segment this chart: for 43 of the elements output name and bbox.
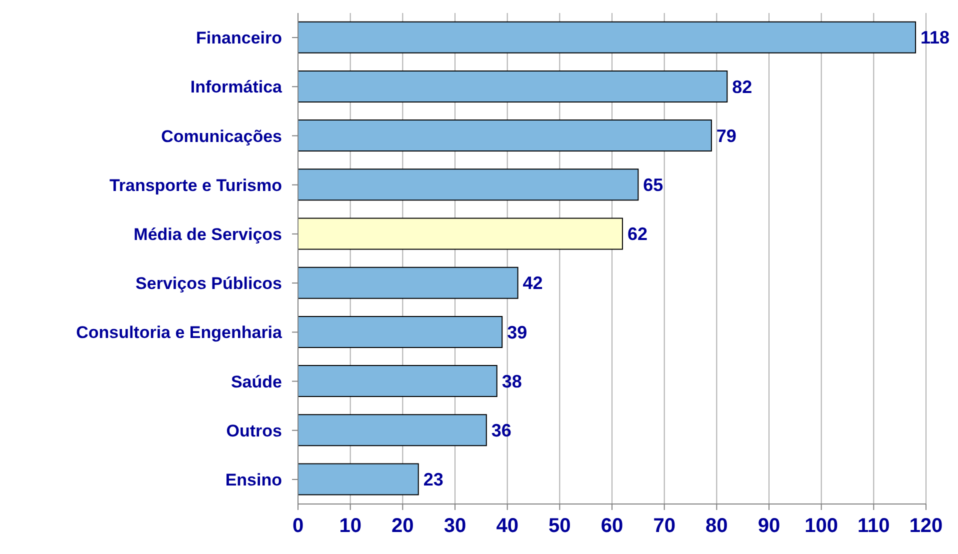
x-tick-label: 80 <box>706 515 728 538</box>
data-label: 39 <box>507 322 528 342</box>
data-label: 42 <box>522 273 543 294</box>
y-tick-label: Média de Serviços <box>134 224 282 244</box>
x-tick-label: 120 <box>909 515 943 538</box>
data-label: 82 <box>732 76 752 97</box>
x-tick-label: 10 <box>339 515 362 538</box>
data-label: 62 <box>627 224 648 244</box>
bar <box>298 168 639 201</box>
x-tick-label: 0 <box>292 515 304 538</box>
x-tick-label: 90 <box>758 515 780 538</box>
y-tick-label: Outros <box>226 421 282 440</box>
bar <box>298 365 498 398</box>
bar <box>298 120 712 152</box>
x-tick-label: 100 <box>804 515 838 538</box>
data-label: 23 <box>423 470 444 490</box>
bar <box>298 218 623 250</box>
bar <box>298 266 518 299</box>
data-label: 36 <box>491 420 512 441</box>
data-label: 38 <box>502 371 522 392</box>
y-tick-label: Financeiro <box>196 28 282 48</box>
x-tick-label: 50 <box>548 515 571 538</box>
x-tick-label: 60 <box>600 515 624 538</box>
bar <box>298 316 503 348</box>
x-tick-label: 30 <box>444 515 466 538</box>
x-tick-label: 70 <box>653 515 676 538</box>
y-tick-label: Informática <box>190 78 283 97</box>
bar <box>298 70 728 102</box>
bar <box>298 21 916 54</box>
bar <box>298 414 487 446</box>
x-tick-label: 110 <box>858 515 890 538</box>
data-label: 65 <box>643 175 664 196</box>
y-tick-label: Comunicações <box>161 126 282 146</box>
y-tick-label: Transporte e Turismo <box>109 176 282 195</box>
y-tick-label: Consultoria e Engenharia <box>76 323 283 342</box>
data-label: 118 <box>920 28 950 48</box>
y-tick-label: Ensino <box>225 470 282 490</box>
y-tick-label: Saúde <box>230 372 282 392</box>
bar <box>298 463 419 496</box>
y-tick-label: Serviços Públicos <box>136 274 282 294</box>
x-tick-label: 40 <box>496 515 518 538</box>
x-tick-label: 20 <box>392 515 414 538</box>
data-label: 79 <box>716 126 736 146</box>
